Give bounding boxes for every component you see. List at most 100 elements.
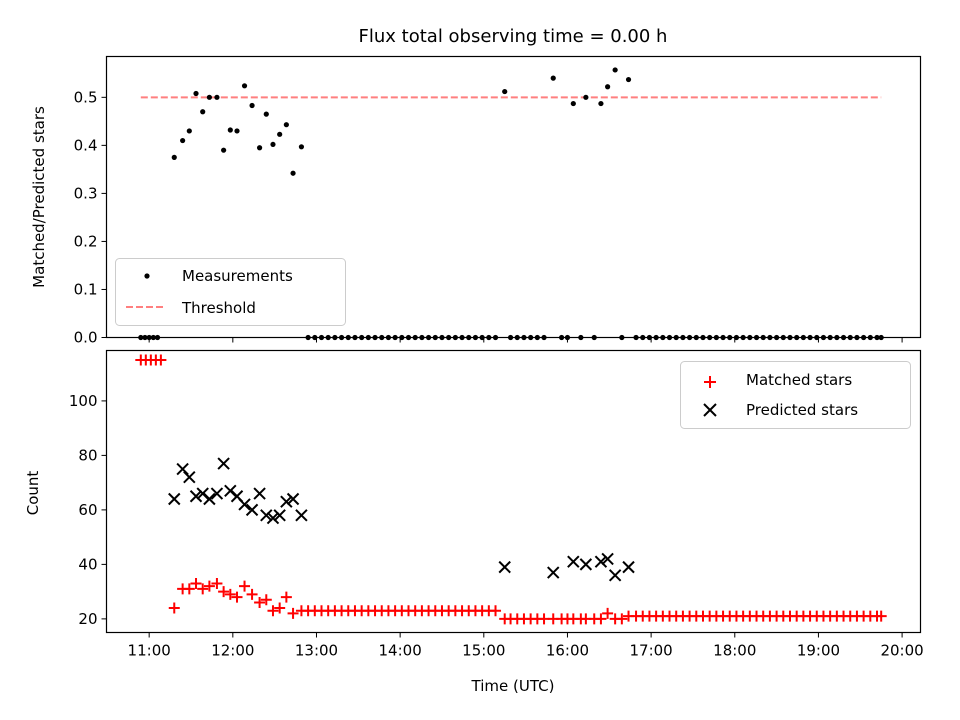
matched-star-point <box>538 613 550 625</box>
matched-star-point <box>267 605 279 617</box>
matched-star-point <box>280 591 292 603</box>
matched-star-point <box>490 605 502 617</box>
bottom-x-tick-label: 14:00 <box>379 642 422 660</box>
measurement-point <box>234 128 240 134</box>
matched-star-point <box>211 577 223 589</box>
predicted-star-point <box>189 490 203 503</box>
top-y-tick-label: 0.5 <box>74 88 98 106</box>
bottom-y-tick-label: 40 <box>78 555 97 573</box>
matched-star-point <box>287 607 299 619</box>
predicted-star-point <box>579 558 593 571</box>
predicted-star-point <box>260 509 273 522</box>
measurement-point <box>200 109 206 115</box>
matched-star-point <box>595 613 607 625</box>
top-chart-y-ticks: 0.0 0.1 0.2 0.3 0.4 0.5 <box>74 88 107 347</box>
measurement-point <box>221 147 227 153</box>
matched-star-point <box>203 580 215 592</box>
bottom-x-tick-label: 18:00 <box>713 642 756 660</box>
matched-star-point <box>231 591 243 603</box>
top-chart-title: Flux total observing time = 0.00 h <box>359 26 668 47</box>
matched-star-point <box>246 588 258 600</box>
measurement-point <box>298 144 305 150</box>
measurement-point <box>283 122 289 128</box>
matched-star-point <box>168 602 180 614</box>
bottom-chart-y-axis-label: Count <box>24 471 42 516</box>
measurement-point <box>206 94 213 100</box>
top-chart-legend: Measurements Threshold <box>115 258 346 326</box>
measurement-point <box>605 84 611 90</box>
measurement-point <box>598 100 604 107</box>
measurement-point <box>256 145 263 151</box>
matched-star-point <box>239 580 251 592</box>
predicted-star-point <box>266 511 280 525</box>
predicted-star-point <box>245 503 259 517</box>
predicted-star-point <box>280 495 293 508</box>
measurement-point <box>625 76 632 83</box>
measurement-point <box>263 111 269 117</box>
top-chart-frame <box>105 55 922 339</box>
matched-star-point <box>616 613 628 625</box>
measurement-point <box>186 128 192 134</box>
predicted-star-point <box>253 487 266 500</box>
matched-star-point <box>190 577 202 589</box>
measurement-point <box>612 67 618 73</box>
predicted-star-point <box>217 457 230 470</box>
measurement-point <box>583 94 589 100</box>
matched-star-point <box>875 610 887 622</box>
top-chart-y-axis-label: Matched/Predicted stars <box>30 106 48 288</box>
measurement-point <box>249 102 255 109</box>
bottom-x-tick-label: 16:00 <box>546 642 589 660</box>
matched-star-point <box>254 597 266 609</box>
matched-star-point <box>155 354 167 366</box>
measurement-point <box>570 100 576 107</box>
bottom-x-tick-label: 20:00 <box>880 642 923 660</box>
top-legend-threshold-label: Threshold <box>181 299 256 317</box>
bottom-x-tick-label: 19:00 <box>797 642 840 660</box>
bottom-legend-box <box>680 361 911 429</box>
matched-star-point <box>260 594 272 606</box>
bottom-chart-legend: Matched stars Predicted stars <box>680 361 911 429</box>
predicted-star-point <box>547 566 560 579</box>
predicted-star-point <box>203 492 216 506</box>
bottom-x-tick-label: 12:00 <box>211 642 254 660</box>
top-chart-marks <box>138 67 884 341</box>
bottom-legend-matched-marker <box>704 376 716 388</box>
matched-star-point <box>274 602 286 614</box>
predicted-star-point <box>286 492 300 506</box>
top-y-tick-label: 0.0 <box>74 329 98 347</box>
bottom-legend-predicted-label: Predicted stars <box>746 401 858 419</box>
bottom-y-tick-label: 20 <box>78 610 97 628</box>
top-chart-x-ticks <box>148 337 903 343</box>
measurement-point <box>180 137 186 144</box>
bottom-legend-predicted-marker <box>703 403 717 417</box>
measurement-point <box>290 170 296 176</box>
bottom-chart-frame <box>105 349 922 634</box>
matched-star-point <box>197 583 209 595</box>
top-legend-measurements-label: Measurements <box>182 267 293 285</box>
bottom-y-tick-label: 60 <box>78 501 97 519</box>
bottom-y-tick-label: 80 <box>78 446 97 464</box>
bottom-x-tick-label: 13:00 <box>295 642 338 660</box>
predicted-star-point <box>168 492 181 506</box>
predicted-star-point <box>498 560 511 574</box>
measurement-point <box>277 131 283 137</box>
bottom-chart-x-ticks: 11:00 12:00 13:00 14:00 15:00 16:00 17:00 18:00… <box>128 632 924 660</box>
matched-star-point <box>224 588 236 600</box>
bottom-chart-panel: 20 40 60 80 100 11:00 12:00 13:00 14:00 15:00 16:… <box>24 349 924 695</box>
bottom-y-tick-label: 100 <box>69 392 98 410</box>
top-y-tick-label: 0.2 <box>74 232 98 250</box>
measurement-point <box>214 94 220 100</box>
top-y-tick-label: 0.4 <box>74 136 98 154</box>
top-legend-measurements-marker <box>144 273 150 279</box>
predicted-star-point <box>210 487 224 500</box>
bottom-chart-marks <box>135 354 887 625</box>
matched-star-point <box>218 586 230 598</box>
predicted-star-point <box>183 470 196 484</box>
measurement-point <box>241 83 248 89</box>
top-y-tick-label: 0.3 <box>74 184 98 202</box>
top-y-tick-label: 0.1 <box>74 280 98 298</box>
bottom-x-tick-label: 15:00 <box>462 642 505 660</box>
matched-star-point <box>183 583 195 595</box>
predicted-star-point <box>594 555 608 568</box>
